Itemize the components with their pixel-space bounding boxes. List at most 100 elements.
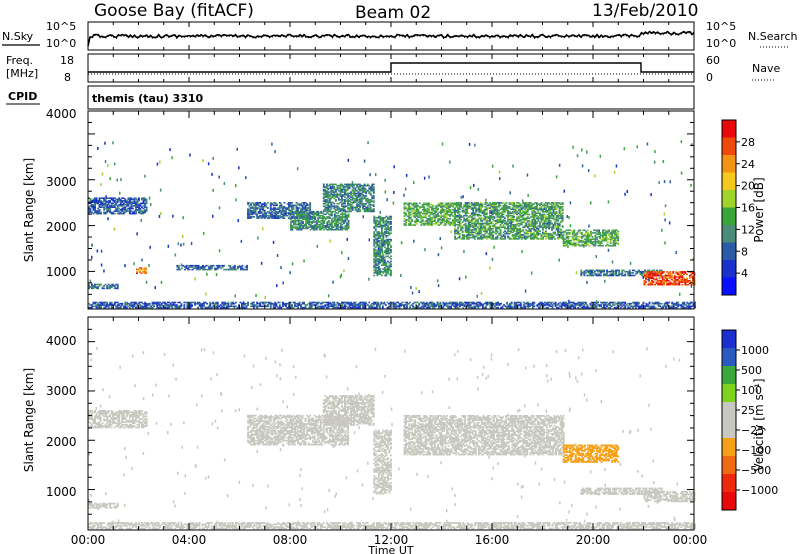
data-cell <box>200 267 203 270</box>
data-cell <box>312 226 315 228</box>
data-cell <box>323 217 326 219</box>
data-cell <box>304 204 307 207</box>
data-cell <box>260 203 263 205</box>
data-cell <box>250 203 252 205</box>
data-cell <box>94 200 96 202</box>
nsearch-label: N.Search <box>748 30 798 43</box>
cpid-label: CPID <box>8 90 37 103</box>
data-cell <box>183 304 186 306</box>
data-cell <box>121 200 124 202</box>
data-cell <box>115 203 118 206</box>
data-cell <box>323 216 326 218</box>
data-cell <box>303 217 306 219</box>
data-cell <box>259 214 262 217</box>
data-cell <box>315 228 318 231</box>
data-cell <box>327 219 330 222</box>
data-cell <box>330 210 333 213</box>
data-cell <box>266 202 269 204</box>
data-cell <box>208 266 211 268</box>
data-cell <box>280 207 283 209</box>
data-cell <box>561 208 564 211</box>
data-cell <box>314 216 317 218</box>
data-cell <box>297 226 300 228</box>
data-cell <box>314 223 317 226</box>
data-cell <box>284 213 287 216</box>
data-cell <box>306 217 309 219</box>
data-cell <box>98 210 101 212</box>
data-cell <box>95 202 98 205</box>
data-cell <box>308 219 311 222</box>
data-cell <box>560 229 563 231</box>
data-cell <box>241 264 244 267</box>
data-cell <box>271 211 274 213</box>
data-cell <box>269 205 272 208</box>
data-cell <box>301 212 304 214</box>
data-cell <box>113 205 116 207</box>
data-cell <box>315 219 318 222</box>
data-cell <box>294 222 297 225</box>
data-cell <box>300 217 303 219</box>
data-cell <box>296 212 298 214</box>
data-cell <box>663 271 666 273</box>
data-cell <box>306 212 309 214</box>
data-cell <box>283 212 286 214</box>
data-cell <box>203 267 206 270</box>
data-cell <box>103 285 106 287</box>
data-cell <box>116 209 119 211</box>
data-cell <box>124 207 127 210</box>
noise-tick-bottom-right: 10^0 <box>706 37 736 50</box>
data-cell <box>309 203 312 205</box>
data-cell <box>122 212 125 215</box>
data-cell <box>303 218 306 221</box>
data-cell <box>185 266 188 268</box>
data-cell <box>229 268 232 271</box>
data-cell <box>130 206 133 208</box>
data-cell <box>298 217 301 219</box>
data-cell <box>221 264 224 267</box>
data-cell <box>326 226 329 228</box>
data-cell <box>113 197 116 199</box>
data-cell <box>504 235 506 238</box>
data-cell <box>300 212 303 214</box>
data-cell <box>145 206 148 208</box>
data-cell <box>94 202 96 205</box>
data-cell <box>321 226 324 228</box>
data-cell <box>119 212 122 215</box>
data-cell <box>125 202 128 205</box>
data-cell <box>306 221 309 223</box>
data-cell <box>293 214 295 217</box>
data-cell <box>304 205 307 208</box>
data-cell <box>106 209 109 211</box>
data-cell <box>301 209 304 212</box>
data-cell <box>300 225 303 227</box>
data-cell <box>297 219 300 222</box>
data-cell <box>327 228 330 231</box>
data-cell <box>685 277 688 280</box>
data-cell <box>106 285 109 287</box>
data-cell <box>113 285 116 287</box>
data-cell <box>301 216 304 218</box>
data-cell <box>260 214 263 217</box>
data-cell <box>136 209 139 211</box>
data-cell <box>308 213 311 216</box>
freq-panel-ticks <box>87 54 695 82</box>
data-cell <box>299 223 301 226</box>
data-cell <box>291 213 294 216</box>
data-cell <box>314 225 317 227</box>
data-cell <box>274 208 277 210</box>
data-cell <box>281 214 284 217</box>
data-cell <box>618 269 621 272</box>
data-cell <box>133 212 136 215</box>
data-cell <box>143 268 146 271</box>
data-cell <box>269 214 272 217</box>
data-cell <box>110 206 113 208</box>
data-cell <box>303 216 305 218</box>
data-cell <box>116 212 119 215</box>
data-cell <box>229 267 232 270</box>
data-cell <box>561 225 564 227</box>
data-cell <box>288 203 290 205</box>
data-cell <box>251 211 254 213</box>
data-cell <box>315 212 318 214</box>
freq-tick-bottom: 8 <box>64 71 71 84</box>
data-cell <box>88 202 90 205</box>
